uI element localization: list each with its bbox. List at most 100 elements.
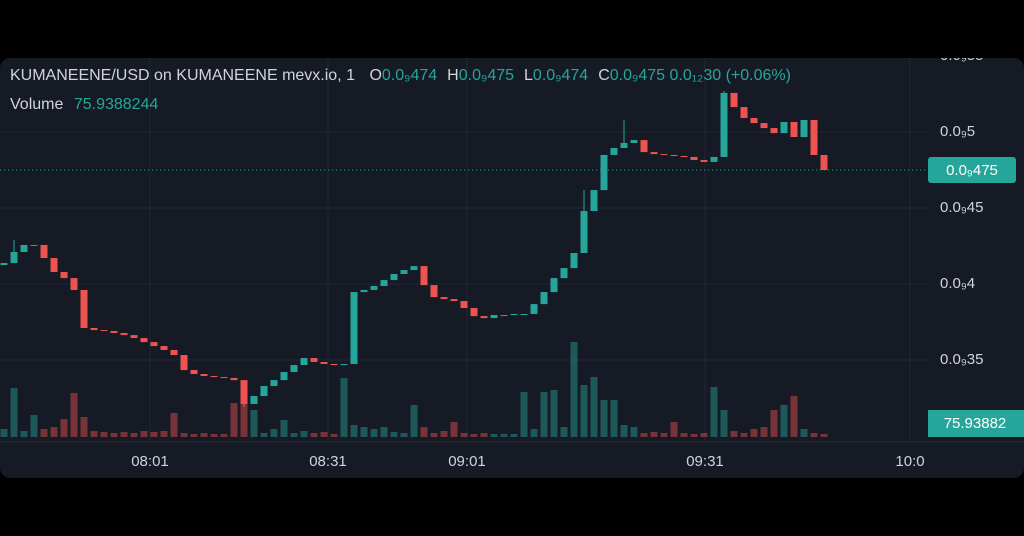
candle-body bbox=[210, 375, 218, 378]
candle-body bbox=[510, 313, 518, 316]
volume-bar bbox=[190, 434, 198, 437]
candle-body bbox=[560, 268, 568, 279]
candle-body bbox=[160, 346, 168, 351]
last-volume-box bbox=[928, 410, 1024, 437]
candle-body bbox=[90, 327, 98, 331]
candle-body bbox=[770, 128, 778, 134]
candle-body bbox=[120, 332, 128, 336]
candle-body bbox=[10, 251, 18, 264]
candle-body bbox=[660, 154, 668, 156]
candle-body bbox=[760, 123, 768, 129]
candle-body bbox=[800, 119, 808, 138]
candle-body bbox=[130, 335, 138, 338]
candle-body bbox=[60, 272, 68, 279]
volume-bar bbox=[40, 429, 48, 437]
volume-line: Volume 75.9388244 bbox=[10, 96, 158, 114]
y-tick-label: 0.0₉55 bbox=[940, 47, 983, 64]
volume-bar bbox=[130, 433, 138, 437]
ohlc: O0.0₉474 H0.0₉475 L0.0₉474 C0.0₉475 bbox=[359, 67, 665, 84]
y-tick-label: 0.0₉45 bbox=[940, 199, 983, 216]
candle-body bbox=[400, 270, 408, 274]
volume-bar bbox=[450, 422, 458, 437]
candle-body bbox=[0, 263, 8, 266]
candle-body bbox=[590, 190, 598, 212]
candle-body bbox=[230, 377, 238, 381]
volume-bar bbox=[820, 433, 828, 437]
volume-bar bbox=[80, 417, 88, 437]
volume-bar bbox=[560, 427, 568, 437]
background bbox=[0, 58, 1024, 478]
volume-bar bbox=[70, 393, 78, 437]
candle-body bbox=[650, 152, 658, 155]
candle-body bbox=[730, 92, 738, 108]
candle-body bbox=[620, 142, 628, 148]
candle-body bbox=[690, 156, 698, 160]
candle-body bbox=[410, 266, 418, 271]
volume-bar bbox=[550, 390, 558, 437]
candle-body bbox=[390, 273, 398, 281]
volume-bar bbox=[30, 415, 38, 437]
volume-bar bbox=[370, 429, 378, 437]
candle-body bbox=[310, 358, 318, 363]
volume-bar bbox=[200, 433, 208, 437]
volume-bar bbox=[770, 410, 778, 437]
candle-body bbox=[570, 253, 578, 269]
candle-body bbox=[630, 140, 638, 143]
change: 0.0₁₂30 (+0.06%) bbox=[669, 67, 791, 84]
volume-bar bbox=[0, 429, 8, 437]
volume-bar bbox=[630, 427, 638, 437]
volume-bar bbox=[310, 433, 318, 437]
volume-bar bbox=[780, 405, 788, 437]
candle-body bbox=[550, 278, 558, 293]
volume-bar bbox=[340, 378, 348, 437]
candle-body bbox=[540, 292, 548, 305]
ohlc-key: L bbox=[524, 67, 533, 84]
volume-bar bbox=[520, 392, 528, 437]
y-tick-label: 0.0₉4 bbox=[940, 275, 975, 292]
volume-bar bbox=[50, 427, 58, 437]
candle-body bbox=[480, 316, 488, 319]
chart-panel: 0.0₉55 0.0₉5 0.0₉45 0.0₉4 0.0₉35 08:01 08:31 09… bbox=[0, 47, 1024, 478]
volume-bar bbox=[120, 432, 128, 437]
volume-bar bbox=[530, 429, 538, 437]
candle-body bbox=[150, 342, 158, 347]
volume-bar bbox=[220, 434, 228, 437]
volume-bar bbox=[360, 427, 368, 437]
volume-bar bbox=[100, 432, 108, 437]
volume-bar bbox=[350, 425, 358, 437]
candle-body bbox=[260, 386, 268, 397]
x-tick-label: 10:0 bbox=[895, 453, 924, 470]
candle-body bbox=[790, 121, 798, 138]
ohlc-key: H bbox=[447, 67, 459, 84]
candle-body bbox=[270, 380, 278, 387]
volume-bar bbox=[280, 420, 288, 437]
volume-bar bbox=[690, 434, 698, 437]
volume-bar bbox=[500, 434, 508, 437]
symbol: KUMANEENE/USD on KUMANEENE mevx.io, 1 bbox=[10, 67, 355, 84]
volume-bar bbox=[20, 431, 28, 437]
candle-body bbox=[250, 396, 258, 404]
volume-bar bbox=[460, 433, 468, 437]
volume-bar bbox=[740, 433, 748, 437]
candle-body bbox=[720, 92, 728, 157]
candle-body bbox=[740, 107, 748, 119]
volume-bar bbox=[590, 377, 598, 437]
ohlc-value: 0.0₉474 bbox=[532, 67, 589, 84]
volume-bar bbox=[380, 427, 388, 437]
volume-name: Volume bbox=[10, 96, 64, 113]
candle-body bbox=[220, 377, 228, 379]
ohlc-value: 0.0₉475 bbox=[458, 67, 515, 84]
candle-body bbox=[190, 370, 198, 375]
volume-bar bbox=[640, 433, 648, 437]
candle-body bbox=[600, 154, 608, 191]
candle-body bbox=[170, 350, 178, 356]
volume-bar bbox=[730, 431, 738, 437]
volume-bar bbox=[480, 433, 488, 437]
candle-body bbox=[490, 315, 498, 319]
volume-bar bbox=[320, 432, 328, 437]
volume-bar bbox=[110, 433, 118, 437]
x-tick-label: 08:31 bbox=[309, 453, 347, 470]
volume-bar bbox=[170, 413, 178, 437]
